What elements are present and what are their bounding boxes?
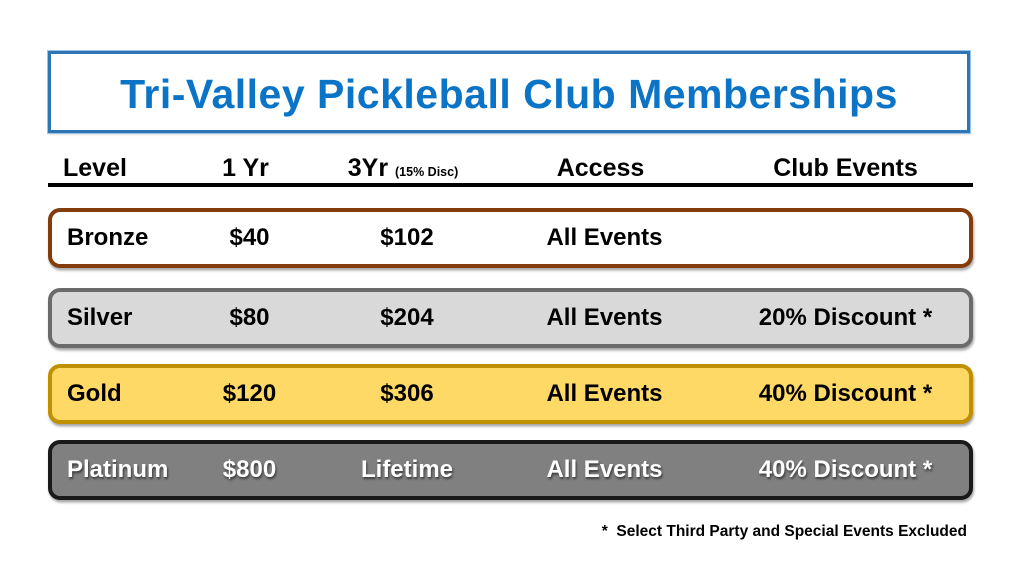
footnote: * Select Third Party and Special Events …: [601, 523, 967, 540]
cell-platinum-3yr: Lifetime: [360, 456, 453, 483]
cell-bronze-1yr: $40: [229, 224, 270, 251]
page-title: Tri-Valley Pickleball Club Memberships: [120, 70, 898, 117]
column-header-1yr: 1 Yr: [222, 153, 269, 182]
cell-bronze-access: All Events: [546, 224, 663, 251]
cell-gold-access: All Events: [546, 380, 663, 407]
column-header-club-events: Club Events: [773, 153, 918, 182]
cell-silver-1yr: $80: [229, 304, 270, 331]
cell-silver-level: Silver: [67, 304, 133, 331]
cell-gold-1yr: $120: [222, 380, 277, 407]
column-header-level: Level: [63, 153, 127, 182]
cell-platinum-club: 40% Discount *: [758, 456, 933, 483]
column-header-3yr-label: 3Yr: [347, 153, 389, 182]
table-row-platinum: Platinum $800 Lifetime All Events 40% Di…: [48, 440, 973, 500]
cell-bronze-3yr: $102: [380, 224, 434, 251]
column-header-access: Access: [556, 153, 645, 182]
cell-platinum-level: Platinum: [67, 456, 169, 483]
title-box: Tri-Valley Pickleball Club Memberships: [47, 50, 971, 134]
cell-silver-access: All Events: [546, 304, 663, 331]
cell-bronze-level: Bronze: [67, 224, 149, 251]
cell-platinum-1yr: $800: [222, 456, 277, 483]
column-header-3yr-note: (15% Disc): [395, 164, 459, 179]
table-row-silver: Silver $80 $204 All Events 20% Discount …: [48, 288, 973, 348]
table-header-row: Level 1 Yr 3Yr (15% Disc) Access Club Ev…: [48, 153, 973, 187]
cell-gold-club: 40% Discount *: [758, 380, 933, 407]
cell-gold-level: Gold: [67, 380, 122, 407]
column-header-3yr: 3Yr (15% Disc): [323, 154, 483, 183]
cell-platinum-access: All Events: [546, 456, 663, 483]
table-row-bronze: Bronze $40 $102 All Events: [48, 208, 973, 268]
cell-silver-club: 20% Discount *: [758, 304, 933, 331]
cell-silver-3yr: $204: [380, 304, 434, 331]
cell-gold-3yr: $306: [380, 380, 434, 407]
table-row-gold: Gold $120 $306 All Events 40% Discount *: [48, 364, 973, 424]
